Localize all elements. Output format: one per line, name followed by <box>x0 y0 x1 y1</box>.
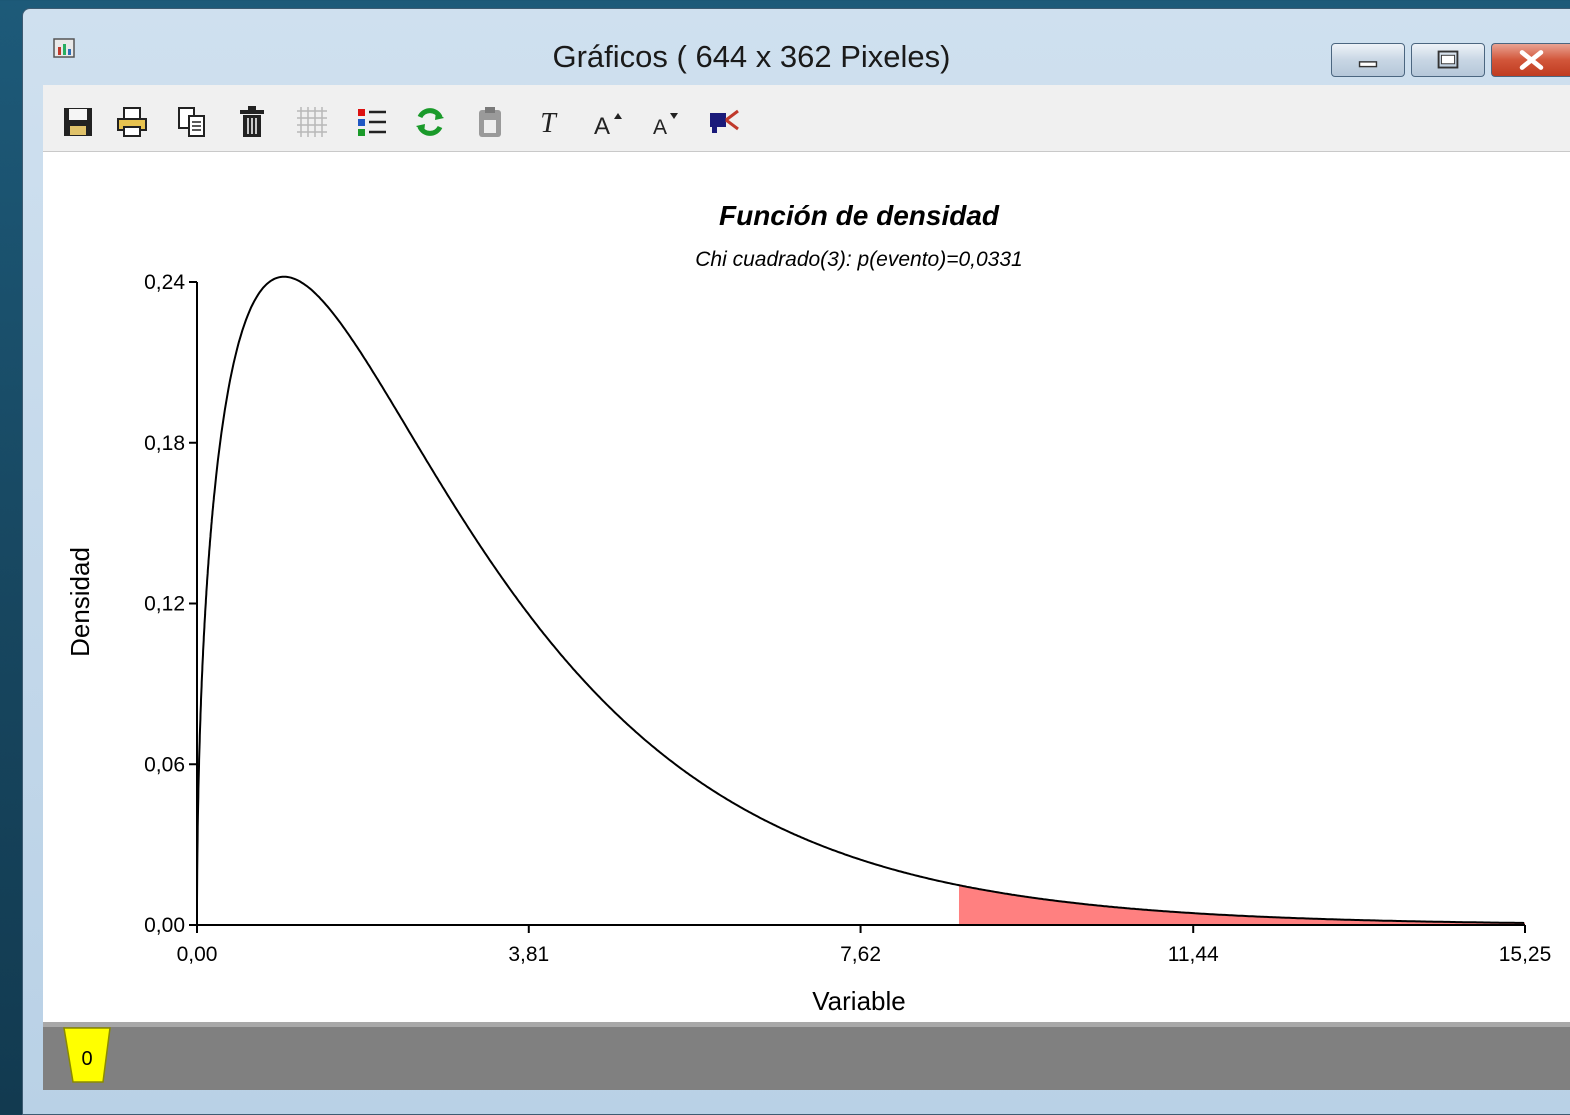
y-tick-label: 0,00 <box>144 914 185 937</box>
font-increase-icon[interactable]: A <box>591 105 625 139</box>
y-tick-label: 0,18 <box>144 432 185 455</box>
status-bar: 0 <box>43 1022 1570 1090</box>
x-axis-label: Variable <box>812 986 905 1016</box>
print-icon[interactable] <box>115 105 149 139</box>
x-tick-label: 0,00 <box>177 943 218 966</box>
save-icon[interactable] <box>61 105 95 139</box>
svg-text:T: T <box>540 108 558 139</box>
toolbar: T A A <box>43 85 1570 152</box>
x-tick-label: 3,81 <box>508 943 549 966</box>
svg-text:A: A <box>653 116 667 139</box>
chart-subtitle: Chi cuadrado(3): p(evento)=0,0331 <box>695 248 1022 271</box>
close-icon <box>1519 50 1544 70</box>
minimize-icon <box>1358 61 1378 68</box>
font-decrease-icon[interactable]: A <box>649 105 683 139</box>
x-tick-label: 15,25 <box>1499 943 1552 966</box>
minimize-button[interactable] <box>1331 43 1405 77</box>
clipboard-icon[interactable] <box>473 105 507 139</box>
chart-app-icon <box>53 38 75 58</box>
trash-icon[interactable] <box>235 105 269 139</box>
svg-text:A: A <box>594 113 610 139</box>
chart-tab-0[interactable]: 0 <box>63 1027 111 1083</box>
y-tick-label: 0,06 <box>144 753 185 776</box>
title-bar[interactable]: Gráficos ( 644 x 362 Pixeles) <box>23 9 1570 85</box>
chart-tab-label: 0 <box>81 1048 92 1070</box>
x-tick-label: 7,62 <box>840 943 881 966</box>
y-axis-label: Densidad <box>65 547 95 657</box>
copy-icon[interactable] <box>175 105 209 139</box>
y-tick-label: 0,24 <box>144 271 185 294</box>
chart-panel: Función de densidad Chi cuadrado(3): p(e… <box>43 152 1570 1022</box>
density-chart: Función de densidad Chi cuadrado(3): p(e… <box>65 200 1552 1016</box>
app-window: Gráficos ( 644 x 362 Pixeles) <box>22 8 1570 1115</box>
chart-title: Función de densidad <box>719 200 1000 231</box>
grid-icon[interactable] <box>295 105 329 139</box>
color-selector-icon[interactable] <box>707 105 741 139</box>
window-title: Gráficos ( 644 x 362 Pixeles) <box>552 39 951 74</box>
x-tick-label: 11,44 <box>1168 943 1219 966</box>
text-icon[interactable]: T <box>531 105 565 139</box>
legend-list-icon[interactable] <box>355 105 389 139</box>
shaded-tail-area <box>958 885 1525 925</box>
density-curve <box>196 275 1525 925</box>
y-tick-label: 0,12 <box>144 593 185 616</box>
refresh-icon[interactable] <box>413 105 447 139</box>
restore-button[interactable] <box>1411 43 1485 77</box>
restore-icon <box>1437 50 1459 69</box>
close-button[interactable] <box>1491 43 1570 77</box>
